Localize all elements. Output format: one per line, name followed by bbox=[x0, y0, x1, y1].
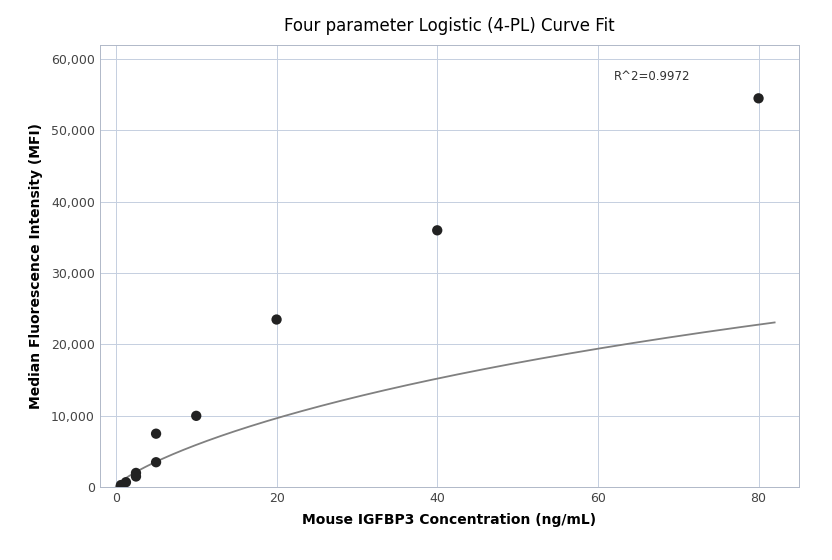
Point bbox=[129, 472, 142, 481]
Point bbox=[190, 412, 203, 421]
Point bbox=[150, 429, 163, 438]
Point bbox=[119, 478, 132, 487]
Point bbox=[114, 480, 127, 489]
Point bbox=[752, 94, 765, 103]
Point bbox=[150, 458, 163, 466]
Text: R^2=0.9972: R^2=0.9972 bbox=[614, 70, 691, 83]
Title: Four parameter Logistic (4-PL) Curve Fit: Four parameter Logistic (4-PL) Curve Fit bbox=[284, 17, 615, 35]
Point bbox=[270, 315, 283, 324]
X-axis label: Mouse IGFBP3 Concentration (ng/mL): Mouse IGFBP3 Concentration (ng/mL) bbox=[302, 514, 597, 528]
Point bbox=[431, 226, 444, 235]
Point bbox=[129, 469, 142, 478]
Y-axis label: Median Fluorescence Intensity (MFI): Median Fluorescence Intensity (MFI) bbox=[28, 123, 42, 409]
